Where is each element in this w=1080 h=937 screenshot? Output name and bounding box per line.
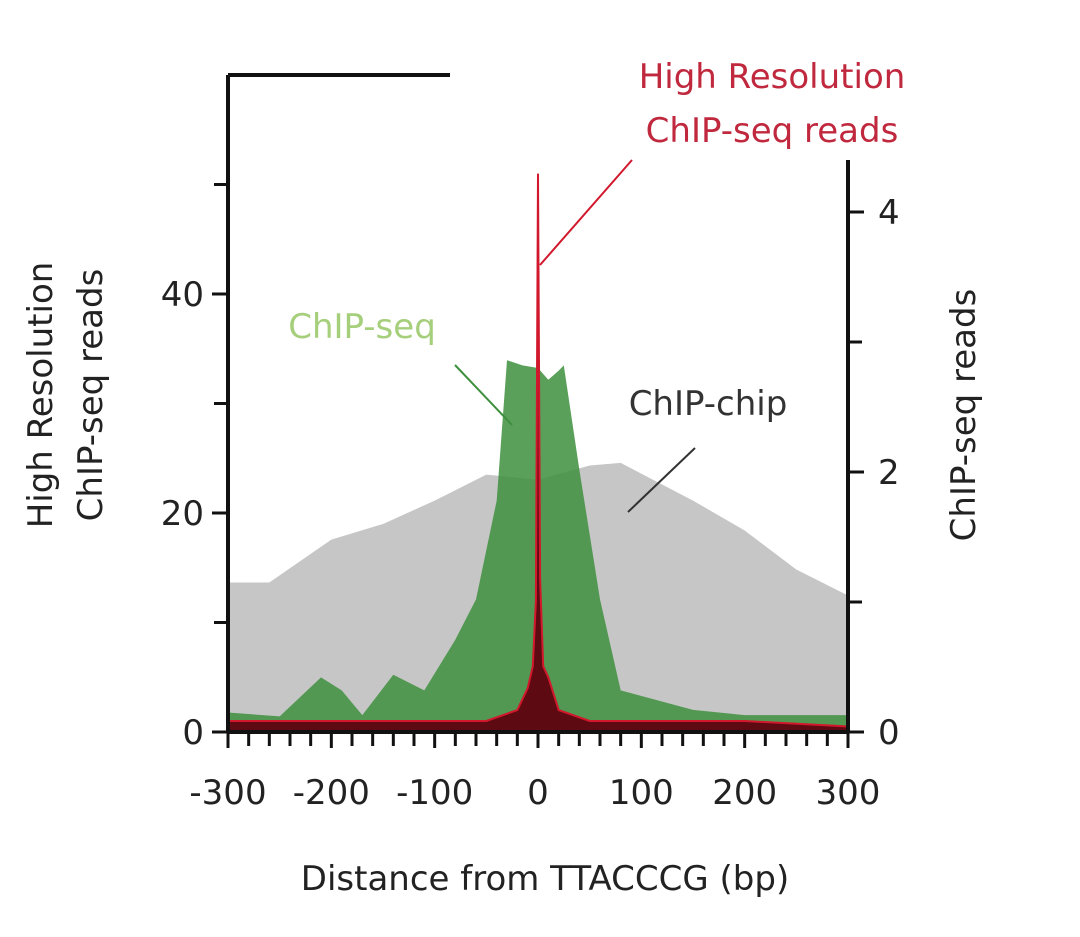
y-axis-label: ChIP-seq reads <box>71 269 111 522</box>
y2-tick-label: 2 <box>878 453 900 493</box>
x-tick-label: -300 <box>189 773 266 813</box>
annotation: ChIP-chip <box>629 384 788 424</box>
annotation: High Resolution <box>639 57 906 97</box>
y2-axis-label: ChIP-seq reads <box>944 289 984 542</box>
x-axis-label: Distance from TTACCCG (bp) <box>301 859 789 899</box>
annotation: ChIP-seq <box>288 307 436 347</box>
y2-tick-label: 4 <box>878 193 900 233</box>
annotation: ChIP-seq reads <box>646 111 899 151</box>
x-tick-label: -200 <box>293 773 370 813</box>
x-tick-label: -100 <box>396 773 473 813</box>
x-tick-label: 100 <box>609 773 674 813</box>
x-tick-label: 0 <box>527 773 549 813</box>
leader-line <box>454 364 513 426</box>
y-axis-label: High Resolution <box>21 262 61 529</box>
x-tick-label: 300 <box>816 773 881 813</box>
leader-line <box>539 159 633 266</box>
y-tick-label: 20 <box>161 494 204 534</box>
y-tick-label: 40 <box>161 275 204 315</box>
area <box>227 173 849 733</box>
leader-line <box>627 447 696 513</box>
y-tick-label: 0 <box>182 713 204 753</box>
x-tick-label: 200 <box>712 773 777 813</box>
y2-tick-label: 0 <box>878 713 900 753</box>
